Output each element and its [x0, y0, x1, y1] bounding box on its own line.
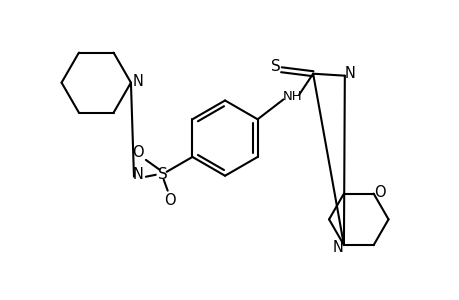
Text: N: N: [332, 240, 343, 255]
Text: O: O: [373, 185, 385, 200]
Text: N: N: [132, 74, 143, 89]
Text: N: N: [132, 167, 143, 182]
Text: S: S: [157, 167, 167, 182]
Text: O: O: [163, 193, 175, 208]
Text: S: S: [270, 59, 280, 74]
Text: O: O: [132, 146, 144, 160]
Text: N: N: [344, 66, 354, 81]
Text: NH: NH: [282, 90, 302, 103]
